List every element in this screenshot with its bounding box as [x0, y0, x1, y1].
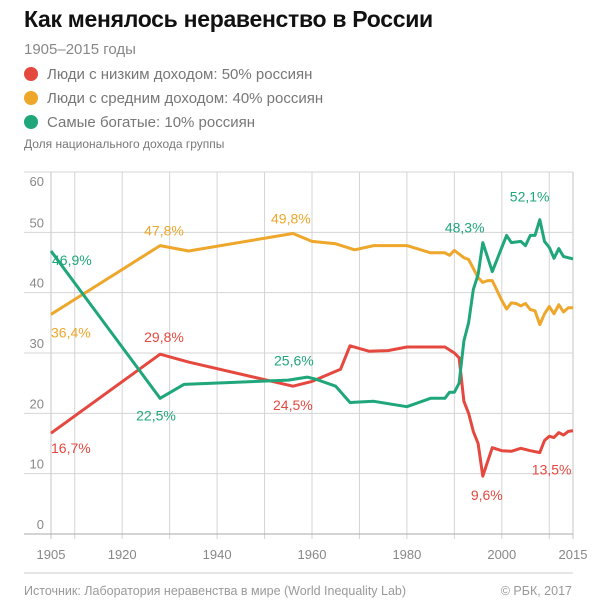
y-tick-label: 10 — [30, 457, 44, 472]
data-label: 22,5% — [136, 407, 176, 423]
y-axis-label: Доля национального дохода группы — [24, 137, 225, 151]
x-tick-label: 1980 — [392, 547, 421, 562]
x-tick-label: 2000 — [487, 547, 516, 562]
y-tick-label: 30 — [30, 336, 44, 351]
legend-dot-orange — [24, 91, 38, 105]
chart-subtitle: 1905–2015 годы — [24, 41, 136, 58]
legend-item-low-income: Люди с низким доходом: 50% россиян — [24, 62, 323, 86]
data-label: 16,7% — [51, 440, 91, 456]
x-tick-label: 1940 — [203, 547, 232, 562]
series-line-1 — [50, 232, 573, 327]
x-tick-label: 1920 — [108, 547, 137, 562]
legend-item-richest: Самые богатые: 10% россиян — [24, 110, 323, 134]
y-tick-label: 60 — [30, 174, 44, 189]
legend-label: Люди с низким доходом: 50% россиян — [47, 65, 313, 83]
data-label: 29,8% — [144, 329, 184, 345]
legend-item-middle-income: Люди с средним доходом: 40% россиян — [24, 86, 323, 110]
y-tick-label: 20 — [30, 396, 44, 411]
x-tick-label: 2015 — [559, 547, 588, 562]
legend-dot-green — [24, 115, 38, 129]
data-label: 13,5% — [532, 462, 572, 478]
data-label: 9,6% — [471, 487, 503, 503]
x-tick-label: 1960 — [298, 547, 327, 562]
data-label: 52,1% — [510, 189, 550, 205]
chart-title: Как менялось неравенство в России — [24, 6, 433, 32]
data-label: 48,3% — [445, 220, 485, 236]
data-label: 49,8% — [271, 211, 311, 227]
legend-label: Люди с средним доходом: 40% россиян — [47, 89, 324, 107]
x-tick-label: 1905 — [37, 547, 66, 562]
source-note: Источник: Лаборатория неравенства в мире… — [24, 584, 407, 598]
series-line-2 — [49, 218, 574, 409]
legend-label: Самые богатые: 10% россиян — [47, 113, 256, 131]
y-tick-label: 0 — [37, 517, 44, 532]
data-label: 46,9% — [52, 252, 92, 268]
y-tick-label: 50 — [30, 215, 44, 230]
legend: Люди с низким доходом: 50% россиян Люди … — [24, 62, 323, 134]
y-tick-label: 40 — [30, 276, 44, 291]
data-label: 25,6% — [274, 353, 314, 369]
data-label: 47,8% — [144, 223, 184, 239]
data-label: 36,4% — [51, 324, 91, 340]
series-line-0 — [50, 344, 574, 478]
legend-dot-red — [24, 67, 38, 81]
data-label: 24,5% — [273, 397, 313, 413]
copyright: © РБК, 2017 — [500, 584, 572, 598]
